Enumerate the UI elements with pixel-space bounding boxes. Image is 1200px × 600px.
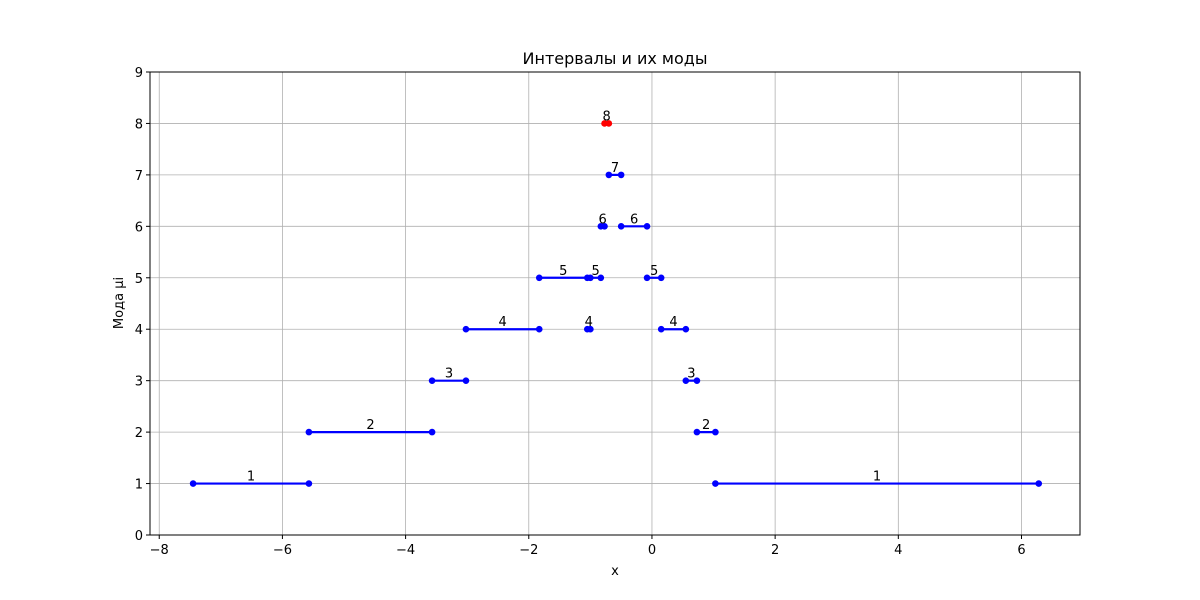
interval-mode-label: 1 <box>873 470 881 485</box>
interval-10: 5 <box>535 264 591 282</box>
x-tick-label: 4 <box>894 543 902 558</box>
interval-7: 4 <box>462 315 543 333</box>
grid-layer <box>150 71 1080 536</box>
interval-start-point <box>693 428 701 436</box>
interval-end-point <box>693 377 701 384</box>
interval-mode-label: 7 <box>611 161 619 176</box>
x-tick-label: −6 <box>273 543 292 558</box>
interval-end-point <box>605 120 613 127</box>
interval-15: 7 <box>605 161 625 179</box>
interval-6: 3 <box>682 367 701 384</box>
series-layer: 1 1 2 2 3 3 4 4 4 5 5 5 6 6 7 8 <box>189 109 1043 487</box>
interval-start-point <box>617 223 625 230</box>
interval-end-point <box>682 325 690 333</box>
interval-start-point <box>305 428 313 436</box>
interval-end-point <box>712 428 719 436</box>
interval-2: 1 <box>712 470 1043 487</box>
x-tick-label: 2 <box>771 543 779 558</box>
interval-end-point <box>601 223 608 230</box>
interval-mode-label: 2 <box>702 418 710 433</box>
y-tick-label: 2 <box>135 426 143 441</box>
interval-11: 5 <box>587 264 605 282</box>
interval-end-point <box>428 428 436 436</box>
interval-mode-label: 2 <box>366 418 374 433</box>
interval-mode-label: 1 <box>247 470 255 485</box>
interval-9: 4 <box>657 315 690 333</box>
y-axis-label: Мода μi <box>112 277 127 329</box>
interval-end-point <box>1035 480 1043 487</box>
interval-end-point <box>643 223 651 230</box>
interval-start-point <box>712 480 719 487</box>
y-tick-label: 6 <box>135 220 143 235</box>
x-axis-label: x <box>611 564 619 579</box>
interval-start-point <box>428 377 436 384</box>
y-tick-label: 8 <box>135 117 143 132</box>
interval-start-point <box>189 480 197 487</box>
y-tick-label: 0 <box>135 529 143 544</box>
interval-end-point <box>535 325 543 333</box>
y-tick-label: 1 <box>135 478 143 493</box>
interval-mode-label: 6 <box>599 212 607 227</box>
x-tick-label: 6 <box>1017 543 1025 558</box>
interval-mode-label: 5 <box>559 264 567 279</box>
interval-start-point <box>462 325 470 333</box>
y-tick-label: 9 <box>135 66 143 81</box>
interval-end-point <box>597 274 605 282</box>
y-tick-label: 7 <box>135 169 143 184</box>
interval-start-point <box>605 171 613 179</box>
interval-end-point <box>617 171 625 179</box>
interval-1: 1 <box>189 470 313 487</box>
interval-end-point <box>587 325 594 333</box>
interval-end-point <box>305 480 313 487</box>
interval-8: 4 <box>583 315 594 333</box>
interval-mode-label: 4 <box>585 315 593 330</box>
interval-end-point <box>657 274 665 282</box>
interval-start-point <box>587 274 594 282</box>
x-tick-label: −2 <box>519 543 538 558</box>
chart-title: Интервалы и их моды <box>523 49 708 68</box>
interval-start-point <box>682 377 690 384</box>
interval-14: 6 <box>617 212 651 230</box>
interval-end-point <box>462 377 470 384</box>
interval-mode-label: 8 <box>603 109 611 124</box>
interval-mode-label: 3 <box>445 367 453 382</box>
interval-4: 2 <box>693 418 719 436</box>
interval-3: 2 <box>305 418 436 436</box>
interval-mode-label: 6 <box>630 212 638 227</box>
interval-mode-label: 5 <box>591 264 599 279</box>
y-tick-label: 4 <box>135 323 143 338</box>
y-tick-label: 3 <box>135 375 143 390</box>
interval-mode-label: 4 <box>498 315 506 330</box>
x-tick-label: 0 <box>648 543 656 558</box>
interval-start-point <box>657 325 665 333</box>
x-tick-label: −4 <box>396 543 415 558</box>
x-tick-label: −8 <box>150 543 169 558</box>
interval-13: 6 <box>597 212 608 230</box>
plot-frame <box>149 71 1081 536</box>
interval-start-point <box>535 274 543 282</box>
interval-mode-label: 3 <box>687 367 695 382</box>
interval-start-point <box>643 274 651 282</box>
axes-layer: −8 −6 −4 −2 0 2 4 6 0 1 2 3 4 5 6 7 8 9 <box>135 66 1081 558</box>
interval-5: 3 <box>428 367 470 384</box>
interval-mode-label: 5 <box>650 264 658 279</box>
interval-mode-label: 4 <box>669 315 677 330</box>
y-tick-label: 5 <box>135 272 143 287</box>
interval-16: 8 <box>601 109 613 127</box>
interval-12: 5 <box>643 264 665 282</box>
